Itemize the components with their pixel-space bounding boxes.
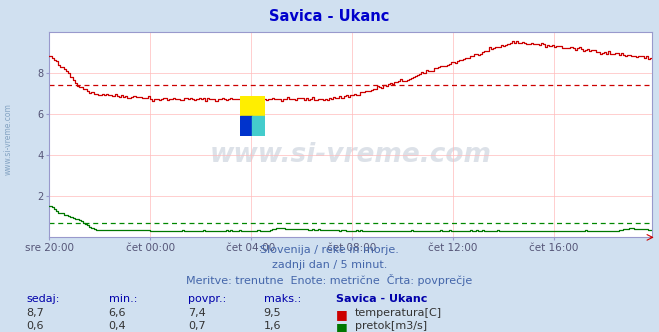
Text: Savica - Ukanc: Savica - Ukanc xyxy=(336,294,428,304)
Text: 0,7: 0,7 xyxy=(188,321,206,331)
Polygon shape xyxy=(240,96,265,116)
Polygon shape xyxy=(240,116,252,136)
Text: 8,7: 8,7 xyxy=(26,308,44,318)
Text: povpr.:: povpr.: xyxy=(188,294,226,304)
Text: www.si-vreme.com: www.si-vreme.com xyxy=(4,104,13,175)
Text: 0,4: 0,4 xyxy=(109,321,127,331)
Text: Slovenija / reke in morje.: Slovenija / reke in morje. xyxy=(260,245,399,255)
Text: Savica - Ukanc: Savica - Ukanc xyxy=(270,9,389,24)
Text: zadnji dan / 5 minut.: zadnji dan / 5 minut. xyxy=(272,260,387,270)
Text: ■: ■ xyxy=(336,321,348,332)
Text: temperatura[C]: temperatura[C] xyxy=(355,308,442,318)
Polygon shape xyxy=(252,116,265,136)
Text: pretok[m3/s]: pretok[m3/s] xyxy=(355,321,426,331)
Text: 7,4: 7,4 xyxy=(188,308,206,318)
Text: 6,6: 6,6 xyxy=(109,308,127,318)
Text: 1,6: 1,6 xyxy=(264,321,281,331)
Text: 9,5: 9,5 xyxy=(264,308,281,318)
Text: ■: ■ xyxy=(336,308,348,321)
Text: Meritve: trenutne  Enote: metrične  Črta: povprečje: Meritve: trenutne Enote: metrične Črta: … xyxy=(186,274,473,286)
Text: min.:: min.: xyxy=(109,294,137,304)
Text: 0,6: 0,6 xyxy=(26,321,44,331)
Text: sedaj:: sedaj: xyxy=(26,294,60,304)
Text: www.si-vreme.com: www.si-vreme.com xyxy=(210,142,492,168)
Text: maks.:: maks.: xyxy=(264,294,301,304)
